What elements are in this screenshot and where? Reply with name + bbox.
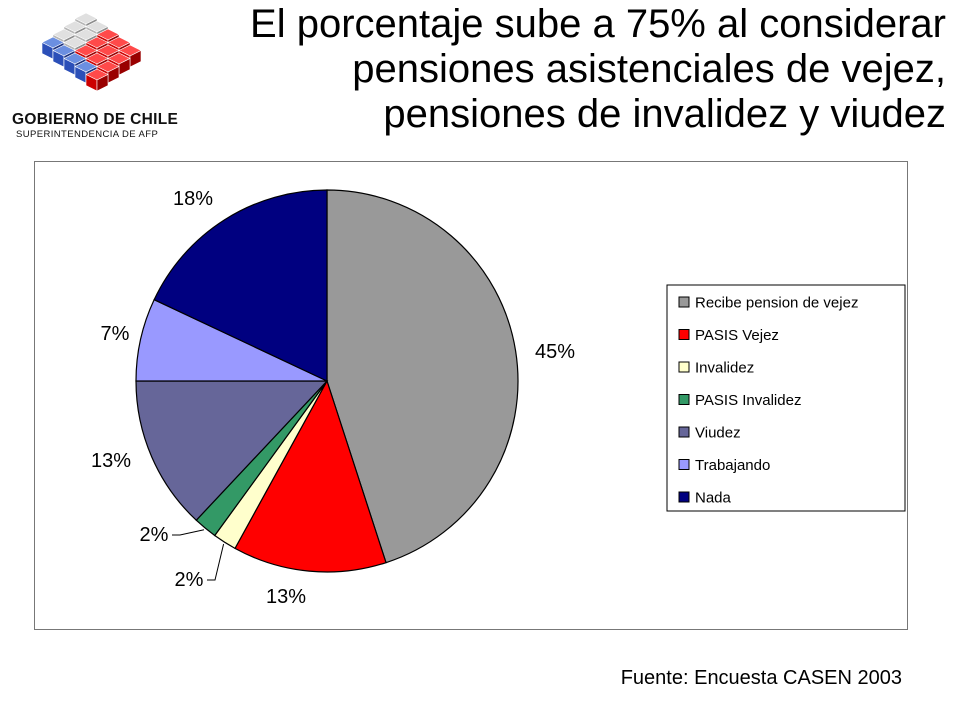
legend-swatch xyxy=(678,426,690,438)
logo: GOBIERNO DE CHILE SUPERINTENDENCIA DE AF… xyxy=(4,10,194,140)
chart-area: 45% 13% 2% 2% 13% 7% 18% Recibe pension de vej… xyxy=(34,161,908,630)
legend-label: PASIS Invalidez xyxy=(695,392,801,409)
chile-government-logo-icon xyxy=(41,12,142,92)
legend-swatch xyxy=(678,361,690,373)
pie-slice xyxy=(234,379,387,573)
data-label: 7% xyxy=(101,323,130,345)
data-label: 13% xyxy=(91,450,131,472)
title-line-1: El porcentaje sube a 75% al considerar xyxy=(250,2,946,46)
legend-swatch xyxy=(678,491,690,503)
title-line-2: pensiones asistenciales de vejez, xyxy=(352,47,946,91)
pie-slice xyxy=(153,189,328,382)
legend-label: Invalidez xyxy=(695,360,754,377)
data-label: 2% xyxy=(175,569,204,591)
legend-label: Trabajando xyxy=(695,457,770,474)
data-label: 13% xyxy=(266,586,306,608)
legend-label: Nada xyxy=(695,490,732,507)
data-label: 2% xyxy=(140,524,169,546)
leader-line xyxy=(207,543,225,581)
legend-swatch xyxy=(678,296,690,308)
logo-title: GOBIERNO DE CHILE xyxy=(12,111,179,128)
data-label: 18% xyxy=(173,188,213,210)
title-line-3: pensiones de invalidez y viudez xyxy=(383,92,946,136)
legend-label: Viudez xyxy=(695,425,741,442)
page-title: El porcentaje sube a 75% al considerar p… xyxy=(186,2,946,137)
data-label: 45% xyxy=(535,341,575,363)
legend-swatch xyxy=(678,329,690,340)
legend-swatch xyxy=(678,394,690,405)
logo-subtitle: SUPERINTENDENCIA DE AFP xyxy=(16,129,159,140)
pie-slice xyxy=(326,189,519,564)
pie-slice xyxy=(135,380,329,522)
legend-label: Recibe pension de vejez xyxy=(695,295,858,312)
legend-box xyxy=(666,284,906,512)
source-note: Fuente: Encuesta CASEN 2003 xyxy=(620,667,902,689)
legend-swatch xyxy=(678,459,690,470)
pie-chart: 45% 13% 2% 2% 13% 7% 18% Recibe pension de vej… xyxy=(91,188,906,608)
legend-label: PASIS Vejez xyxy=(695,327,779,344)
leader-line xyxy=(172,529,205,536)
